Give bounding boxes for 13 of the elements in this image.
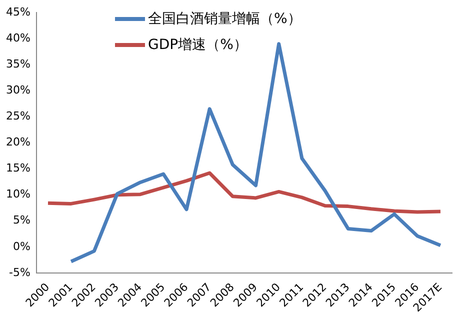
y-tick-label: 5% (12, 214, 30, 227)
y-tick-label: 15% (6, 162, 30, 175)
y-tick-label: 35% (6, 58, 30, 71)
y-tick-label: 40% (6, 31, 30, 44)
y-tick-label: 30% (6, 84, 30, 97)
y-tick-label: 45% (6, 5, 30, 18)
legend-label: GDP增速（%） (148, 36, 248, 54)
legend-label: 全国白酒销量增幅（%） (148, 10, 302, 28)
y-tick-label: 20% (6, 136, 30, 149)
y-tick-label: 10% (6, 188, 30, 201)
y-tick-label: -5% (9, 266, 30, 279)
y-tick-label: 0% (12, 240, 30, 253)
y-tick-label: 25% (6, 110, 30, 123)
